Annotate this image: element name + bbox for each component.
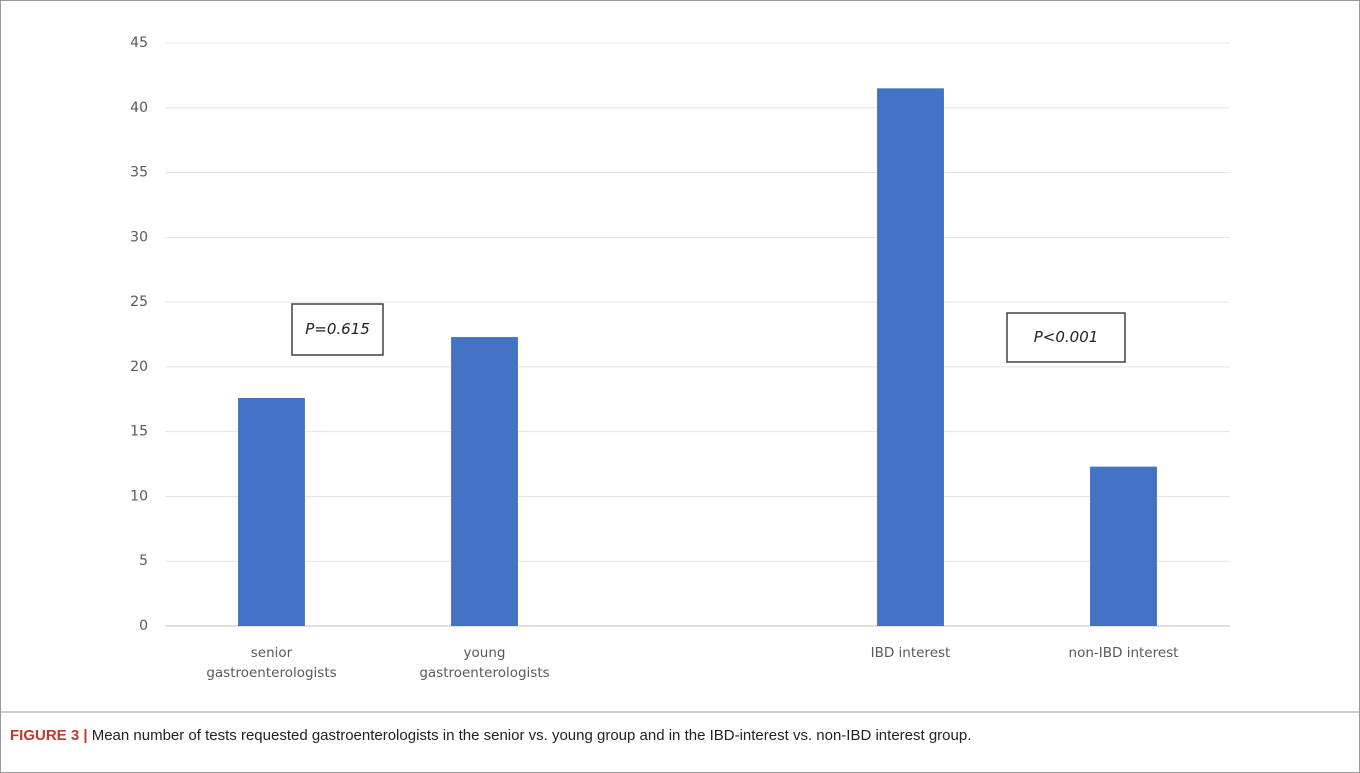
x-tick-label: IBD interest	[870, 645, 951, 661]
y-tick-label: 25	[130, 294, 148, 310]
annotation-box	[291, 303, 384, 356]
y-tick-label: 0	[139, 618, 148, 634]
bar	[238, 397, 305, 626]
y-tick-label: 5	[139, 553, 148, 569]
y-tick-label: 35	[130, 165, 148, 181]
y-tick-label: 30	[130, 229, 148, 245]
y-tick-label: 40	[130, 100, 148, 116]
y-tick-label: 20	[130, 359, 148, 375]
bar	[877, 88, 944, 627]
annotation-box	[1006, 312, 1126, 363]
annotation: P<0.001	[1034, 328, 1099, 346]
caption: FIGURE 3 | Mean number of tests requeste…	[10, 727, 971, 744]
caption-label: FIGURE 3 |	[10, 727, 88, 744]
bar	[451, 337, 518, 626]
y-tick-label: 10	[130, 488, 148, 504]
x-tick-label: senior gastroenterologists	[206, 645, 337, 681]
bar	[1090, 466, 1157, 626]
annotation: P=0.615	[305, 320, 370, 338]
x-tick-label: non-IBD interest	[1068, 645, 1179, 661]
y-tick-label: 15	[130, 424, 148, 440]
caption-text: Mean number of tests requested gastroent…	[91, 727, 972, 744]
x-tick-label: young gastroenterologists	[419, 645, 550, 681]
y-tick-label: 45	[130, 35, 148, 51]
